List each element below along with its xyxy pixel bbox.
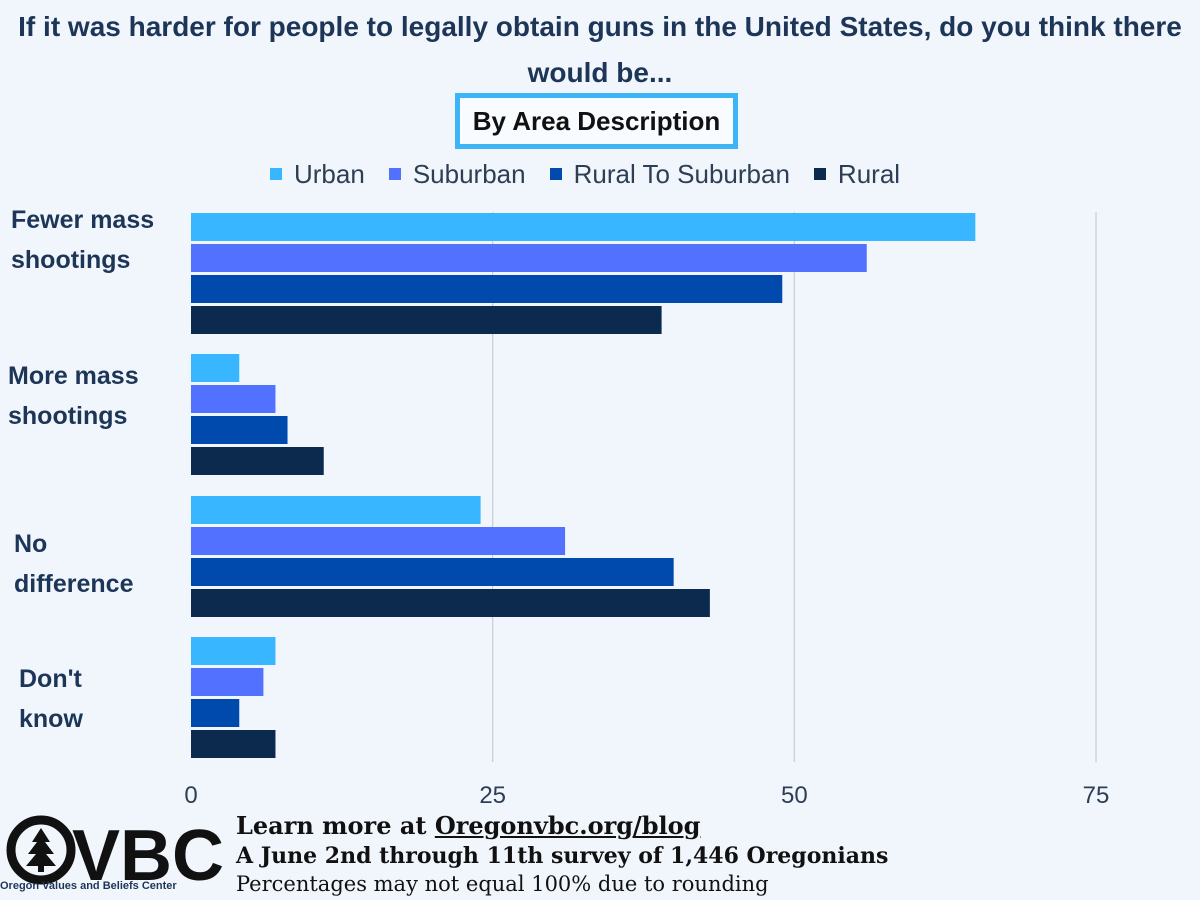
bar-4-3: [191, 589, 710, 617]
blog-link[interactable]: Oregonvbc.org/blog: [434, 811, 701, 840]
category-label: More mass shootings: [8, 362, 139, 430]
survey-note: A June 2nd through 11th survey of 1,446 …: [236, 843, 889, 869]
bar-1-2: [191, 354, 240, 382]
x-tick-label: 50: [781, 782, 808, 809]
bar-4-1: [191, 306, 662, 334]
bar-2-1: [191, 244, 867, 272]
bar-2-4: [191, 668, 264, 696]
bar-2-3: [191, 527, 566, 555]
footer-learn-more: Learn more at: [236, 811, 435, 840]
legend-swatch: [813, 168, 826, 180]
chart-title: If it was harder for people to legally o…: [18, 11, 1182, 88]
footer-line-1: Learn more at Oregonvbc.org/blog: [236, 810, 888, 842]
legend-label: Urban: [294, 158, 365, 189]
chart-legend: Urban Suburban Rural To Suburban Rural: [270, 156, 900, 192]
bar-3-3: [191, 558, 674, 586]
x-tick-label: 75: [1083, 782, 1110, 809]
bar-3-4: [191, 699, 240, 727]
x-tick-label: 25: [479, 782, 506, 809]
legend-swatch: [388, 168, 401, 180]
legend-item: Rural: [813, 158, 901, 190]
legend-label: Rural To Suburban: [573, 158, 790, 189]
legend-item: Suburban: [388, 158, 526, 190]
vbc-logo: VBC: [6, 815, 224, 896]
tree-icon: [26, 828, 56, 872]
x-tick-label: 0: [184, 782, 197, 809]
legend-label: Rural: [837, 158, 901, 189]
bar-3-2: [191, 416, 288, 444]
category-label: Fewer mass shootings: [11, 206, 155, 274]
bar-2-2: [191, 385, 276, 413]
bar-3-1: [191, 275, 783, 303]
legend-item: Urban: [270, 159, 365, 190]
bar-chart: 0 25 50 75: [184, 212, 1110, 809]
chart-subtitle-text: By Area Description: [472, 105, 721, 136]
rounding-note: Percentages may not equal 100% due to ro…: [236, 872, 769, 896]
legend-swatch: [270, 168, 282, 180]
bar-1-3: [191, 496, 481, 524]
bar-4-4: [191, 730, 276, 758]
footer: VBC Oregon Values and Beliefs Center Lea…: [0, 808, 1200, 900]
legend-swatch: [549, 168, 562, 180]
category-label: Don't know: [19, 665, 83, 733]
legend-item: Rural To Suburban: [549, 158, 790, 190]
bar-4-2: [191, 447, 324, 475]
bar-1-1: [191, 213, 976, 241]
legend-label: Suburban: [412, 158, 526, 189]
bar-1-4: [191, 637, 276, 665]
chart-subtitle: By Area Description: [455, 93, 738, 149]
category-label: No difference: [14, 530, 134, 598]
logo-letters: VBC: [72, 816, 224, 896]
logo-name: Oregon Values and Beliefs Center: [0, 880, 177, 892]
